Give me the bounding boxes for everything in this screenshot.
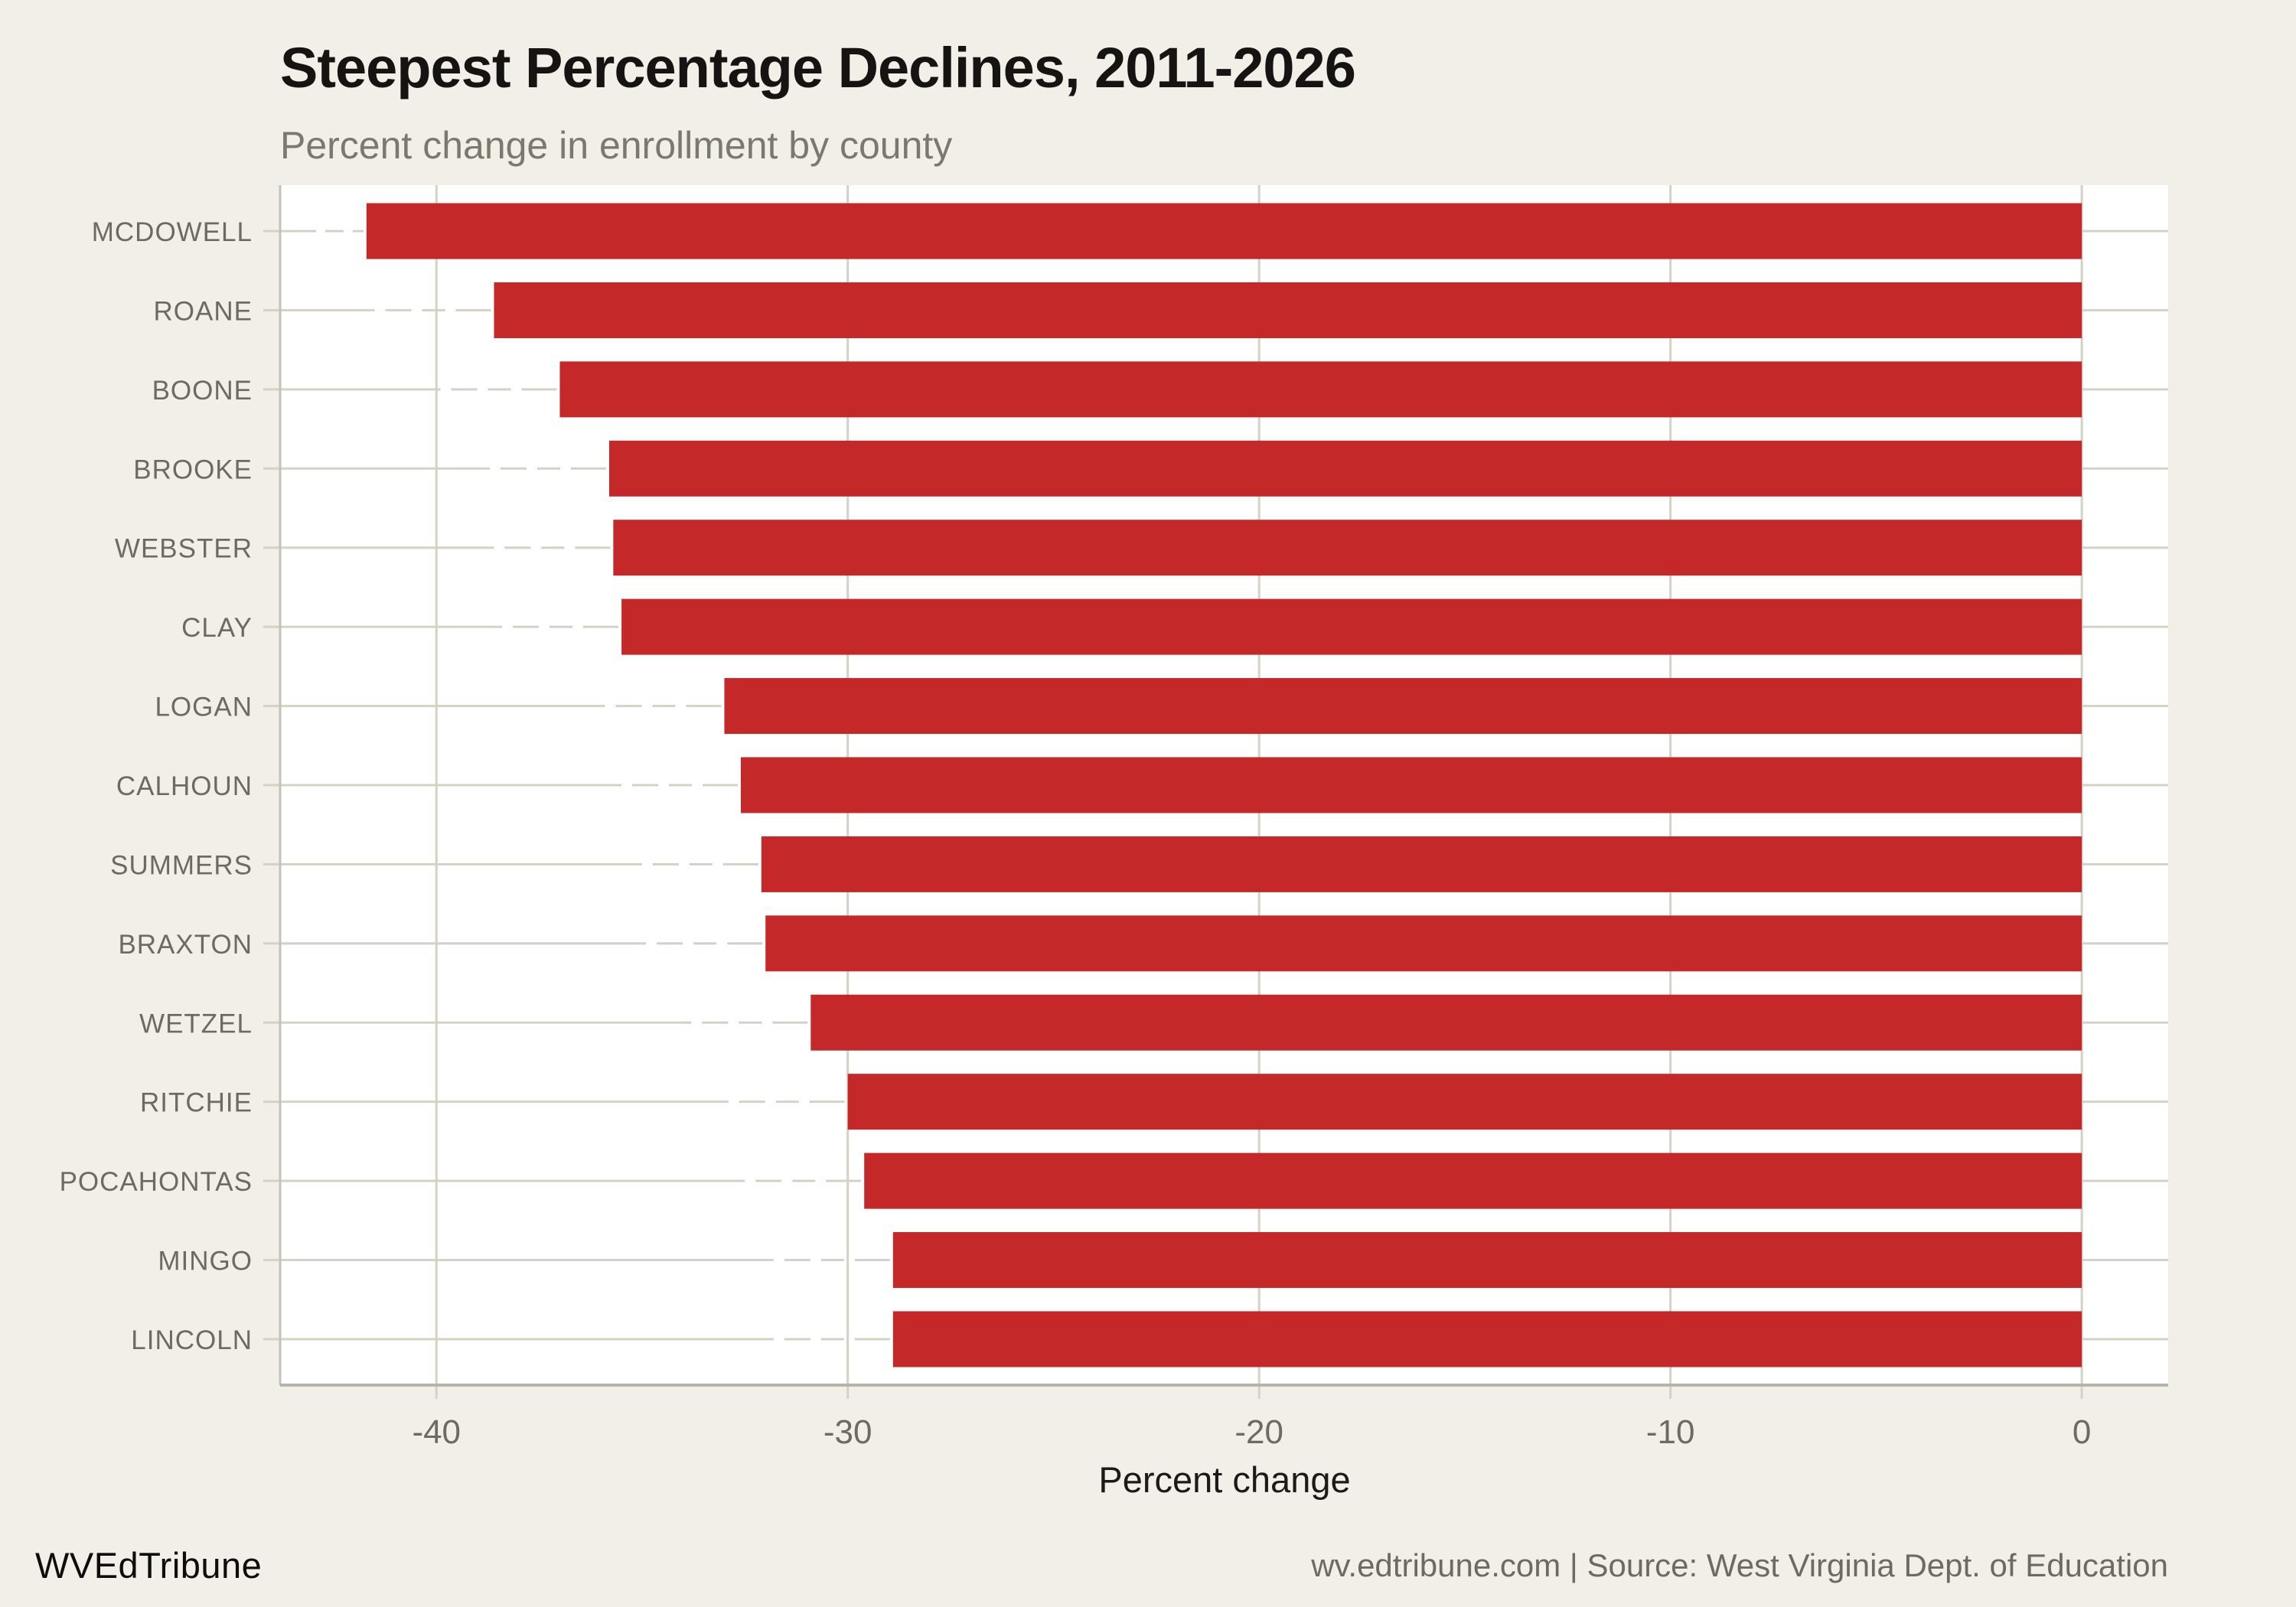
- source-credit: wv.edtribune.com | Source: West Virginia…: [1311, 1547, 2168, 1583]
- category-label: CALHOUN: [116, 771, 253, 801]
- x-tick-label: -30: [823, 1413, 872, 1451]
- category-label: RITCHIE: [140, 1088, 253, 1118]
- category-label: WEBSTER: [115, 534, 253, 564]
- category-label: LOGAN: [155, 693, 253, 722]
- bar: [613, 520, 2082, 576]
- publisher-logo-text: WVEdTribune: [35, 1545, 263, 1586]
- chart-subtitle: Percent change in enrollment by county: [280, 124, 953, 167]
- category-label: POCAHONTAS: [60, 1167, 253, 1197]
- x-tick-label: -40: [412, 1413, 461, 1451]
- category-label: WETZEL: [139, 1009, 253, 1038]
- category-label: SUMMERS: [110, 850, 253, 880]
- bar: [494, 282, 2082, 338]
- bar: [864, 1152, 2082, 1209]
- bar: [761, 836, 2082, 892]
- category-label: LINCOLN: [131, 1325, 253, 1355]
- bar: [740, 757, 2082, 813]
- bar: [892, 1232, 2082, 1289]
- category-label: CLAY: [181, 613, 253, 643]
- x-tick-label: -10: [1646, 1413, 1695, 1451]
- bar: [366, 203, 2082, 259]
- bar: [810, 994, 2082, 1051]
- category-label: BROOKE: [133, 455, 253, 484]
- category-label: BRAXTON: [118, 930, 253, 960]
- category-label: MINGO: [158, 1247, 253, 1276]
- bar: [559, 361, 2082, 418]
- bar: [847, 1074, 2082, 1130]
- category-label: ROANE: [154, 296, 253, 326]
- chart-header: Steepest Percentage Declines, 2011-2026 …: [280, 35, 1356, 168]
- bar: [621, 598, 2082, 655]
- bar: [608, 440, 2082, 497]
- x-tick-label: 0: [2073, 1413, 2091, 1451]
- bar: [892, 1311, 2082, 1367]
- x-tick-label: -20: [1234, 1413, 1283, 1451]
- category-label: MCDOWELL: [92, 217, 253, 247]
- bar: [765, 915, 2082, 972]
- bar: [724, 678, 2082, 735]
- chart-title: Steepest Percentage Declines, 2011-2026: [280, 36, 1356, 99]
- x-axis-title: Percent change: [1098, 1459, 1351, 1500]
- category-label: BOONE: [152, 376, 253, 406]
